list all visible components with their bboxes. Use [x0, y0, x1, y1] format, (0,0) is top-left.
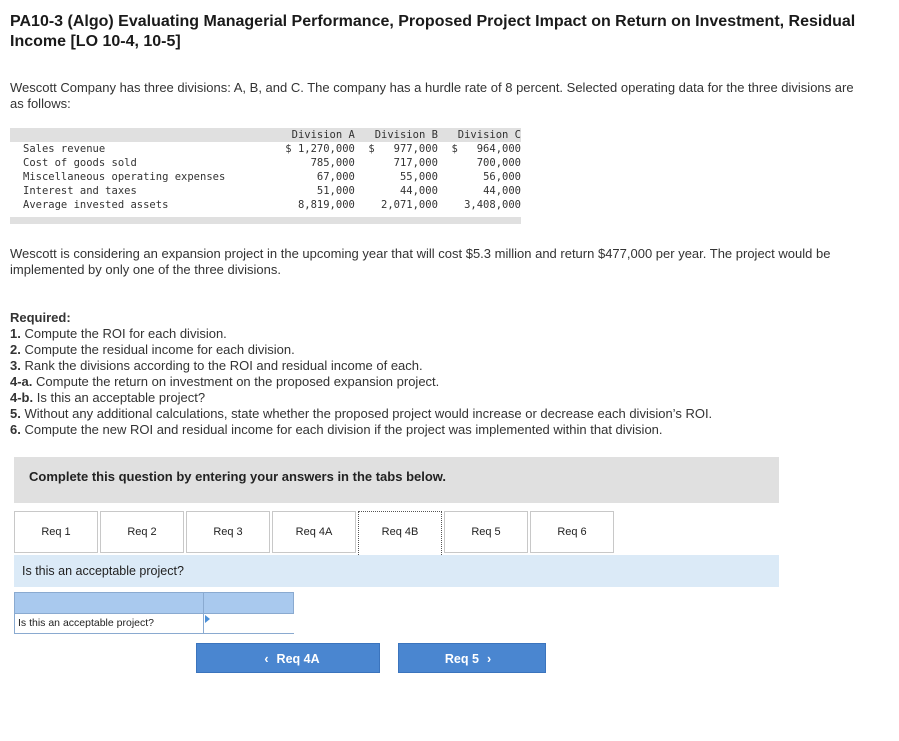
page-title: PA10-3 (Algo) Evaluating Managerial Perf…	[10, 13, 856, 50]
table-header-row: Division A Division B Division C	[10, 128, 521, 142]
operating-data-table: Division A Division B Division C Sales r…	[10, 128, 521, 224]
cell-c: 700,000	[476, 157, 521, 169]
operating-data: Division A Division B Division C Sales r…	[10, 128, 521, 212]
cell-b: 2,071,000	[381, 199, 438, 211]
header-divider	[203, 593, 204, 613]
chevron-left-icon: ‹	[264, 652, 269, 666]
required-item-text: Without any additional calculations, sta…	[24, 406, 713, 421]
required-item-number: 4-b.	[10, 390, 34, 405]
required-item-text: Compute the residual income for each div…	[24, 342, 295, 357]
tab-req-2[interactable]: Req 2	[100, 511, 184, 553]
required-item-text: Is this an acceptable project?	[36, 390, 206, 405]
dropdown-marker-icon	[205, 615, 210, 623]
required-item-text: Rank the divisions according to the ROI …	[24, 358, 423, 373]
cell-a: 51,000	[316, 185, 355, 197]
col-division-a: Division A	[291, 129, 355, 141]
instructions-text: Complete this question by entering your …	[29, 469, 447, 484]
required-item-text: Compute the new ROI and residual income …	[24, 422, 663, 437]
required-item-text: Compute the ROI for each division.	[24, 326, 227, 341]
required-item: 3. Rank the divisions according to the R…	[10, 358, 870, 374]
answer-table: Is this an acceptable project?	[14, 592, 294, 634]
row-label: Sales revenue	[23, 143, 106, 155]
required-heading: Required:	[10, 310, 71, 325]
table-row: Miscellaneous operating expenses 67,000 …	[10, 170, 521, 184]
cell-a: 8,819,000	[297, 199, 355, 211]
req-tabs: Req 1 Req 2 Req 3 Req 4A Req 4B Req 5 Re…	[14, 511, 614, 555]
tab-req-1[interactable]: Req 1	[14, 511, 98, 553]
required-item: 5. Without any additional calculations, …	[10, 406, 870, 422]
tab-req-4b[interactable]: Req 4B	[358, 511, 442, 555]
next-req-button[interactable]: Req 5 ›	[398, 643, 546, 673]
cell-c: 56,000	[483, 171, 521, 183]
required-item: 4-b. Is this an acceptable project?	[10, 390, 870, 406]
prev-button-label: Req 4A	[276, 652, 320, 666]
prev-req-button[interactable]: ‹ Req 4A	[196, 643, 380, 673]
intro-text: Wescott Company has three divisions: A, …	[10, 80, 854, 111]
tab-req-3[interactable]: Req 3	[186, 511, 270, 553]
tab-req-4a[interactable]: Req 4A	[272, 511, 356, 553]
required-item: 4-a. Compute the return on investment on…	[10, 374, 870, 390]
table-row: Cost of goods sold 785,000 717,000 700,0…	[10, 156, 521, 170]
required-list: Required: 1. Compute the ROI for each di…	[10, 310, 870, 438]
table-row: Average invested assets 8,819,000 2,071,…	[10, 198, 521, 212]
cell-c: 44,000	[483, 185, 521, 197]
col-division-c: Division C	[457, 129, 521, 141]
project-description: Wescott is considering an expansion proj…	[10, 246, 831, 277]
question-text: Is this an acceptable project?	[22, 564, 184, 578]
cell-a: 785,000	[310, 157, 355, 169]
cell-b: 55,000	[399, 171, 438, 183]
required-item-number: 6.	[10, 422, 21, 437]
cell-c: $ 964,000	[451, 143, 521, 155]
tab-req-6[interactable]: Req 6	[530, 511, 614, 553]
cell-b: 717,000	[393, 157, 438, 169]
required-item-number: 3.	[10, 358, 21, 373]
required-item-number: 1.	[10, 326, 21, 341]
acceptable-project-dropdown[interactable]	[203, 614, 294, 633]
cell-b: $ 977,000	[368, 143, 438, 155]
table-row: Sales revenue $ 1,270,000 $ 977,000 $ 96…	[10, 142, 521, 156]
row-label: Interest and taxes	[23, 185, 137, 197]
chevron-right-icon: ›	[486, 652, 492, 666]
answer-row: Is this an acceptable project?	[14, 613, 294, 634]
col-division-b: Division B	[374, 129, 438, 141]
answer-row-label: Is this an acceptable project?	[18, 617, 154, 629]
row-label: Miscellaneous operating expenses	[23, 171, 226, 183]
cell-c: 3,408,000	[464, 199, 521, 211]
required-item-number: 4-a.	[10, 374, 33, 389]
cell-b: 44,000	[399, 185, 438, 197]
required-item: 1. Compute the ROI for each division.	[10, 326, 870, 342]
tab-req-5[interactable]: Req 5	[444, 511, 528, 553]
table-footer-band	[10, 217, 521, 224]
question-bar: Is this an acceptable project?	[14, 555, 779, 587]
required-item-text: Compute the return on investment on the …	[36, 374, 440, 389]
required-item-number: 5.	[10, 406, 21, 421]
row-label: Average invested assets	[23, 199, 169, 211]
required-item-number: 2.	[10, 342, 21, 357]
cell-a: 67,000	[316, 171, 355, 183]
instructions-bar: Complete this question by entering your …	[14, 457, 779, 503]
required-item: 6. Compute the new ROI and residual inco…	[10, 422, 870, 438]
row-label: Cost of goods sold	[23, 157, 137, 169]
answer-table-header	[14, 592, 294, 614]
table-row: Interest and taxes 51,000 44,000 44,000	[10, 184, 521, 198]
next-button-label: Req 5	[444, 652, 479, 666]
table-header-band	[10, 128, 521, 142]
cell-a: $ 1,270,000	[285, 143, 355, 155]
required-item: 2. Compute the residual income for each …	[10, 342, 870, 358]
